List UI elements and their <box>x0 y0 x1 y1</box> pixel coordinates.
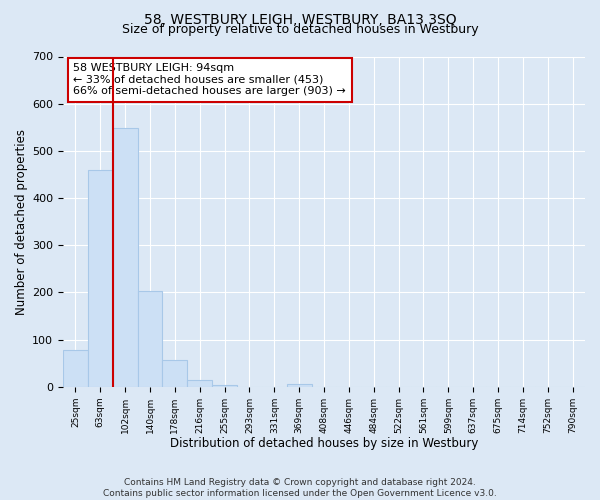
Bar <box>63 350 88 387</box>
Text: 58, WESTBURY LEIGH, WESTBURY, BA13 3SQ: 58, WESTBURY LEIGH, WESTBURY, BA13 3SQ <box>143 12 457 26</box>
Text: Size of property relative to detached houses in Westbury: Size of property relative to detached ho… <box>122 22 478 36</box>
Text: Contains HM Land Registry data © Crown copyright and database right 2024.
Contai: Contains HM Land Registry data © Crown c… <box>103 478 497 498</box>
Bar <box>287 384 311 386</box>
Bar <box>113 128 137 386</box>
Bar <box>187 380 212 386</box>
Text: 58 WESTBURY LEIGH: 94sqm
← 33% of detached houses are smaller (453)
66% of semi-: 58 WESTBURY LEIGH: 94sqm ← 33% of detach… <box>73 63 346 96</box>
X-axis label: Distribution of detached houses by size in Westbury: Distribution of detached houses by size … <box>170 437 478 450</box>
Bar <box>137 292 163 386</box>
Bar <box>88 170 113 386</box>
Bar <box>163 360 187 386</box>
Y-axis label: Number of detached properties: Number of detached properties <box>15 128 28 314</box>
